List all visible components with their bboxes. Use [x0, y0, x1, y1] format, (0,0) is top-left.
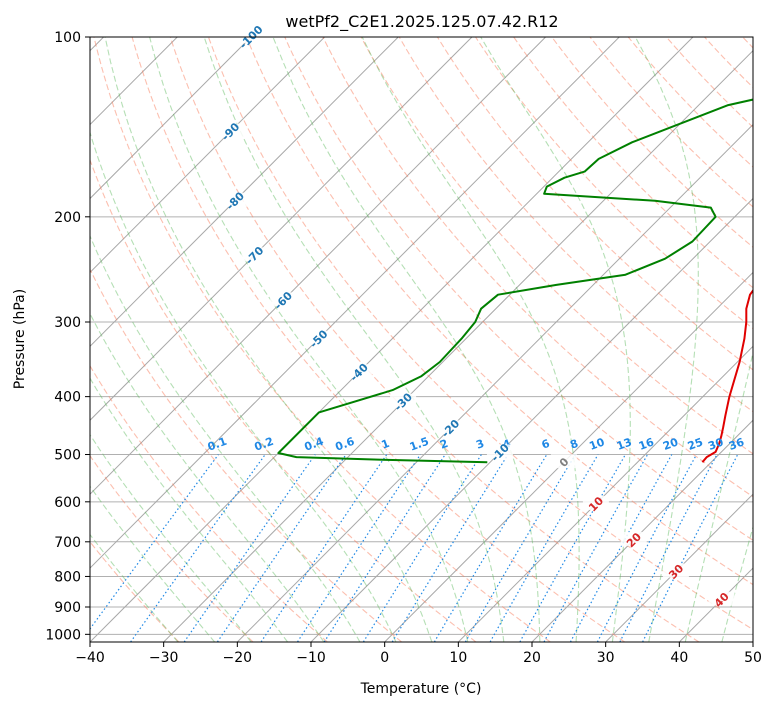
- y-tick-label: 300: [54, 315, 81, 331]
- y-tick-label: 400: [54, 390, 81, 406]
- x-tick-label: 30: [597, 650, 615, 666]
- y-tick-label: 600: [54, 495, 81, 511]
- y-tick-label: 900: [54, 600, 81, 616]
- y-tick-label: 700: [54, 535, 81, 551]
- y-tick-label: 1000: [45, 627, 81, 643]
- x-tick-label: −40: [75, 650, 105, 666]
- y-axis-label: Pressure (hPa): [12, 289, 28, 389]
- x-tick-label: 10: [449, 650, 467, 666]
- y-tick-label: 100: [54, 30, 81, 46]
- x-axis-label: Temperature (°C): [360, 681, 482, 697]
- chart-title: wetPf2_C2E1.2025.125.07.42.R12: [285, 12, 558, 32]
- y-tick-label: 800: [54, 569, 81, 585]
- x-tick-label: −10: [296, 650, 326, 666]
- y-tick-label: 500: [54, 448, 81, 464]
- x-tick-label: 20: [523, 650, 541, 666]
- x-tick-label: −20: [223, 650, 253, 666]
- x-tick-label: 40: [670, 650, 688, 666]
- x-tick-label: 0: [380, 650, 389, 666]
- y-tick-label: 200: [54, 210, 81, 226]
- x-tick-label: 50: [744, 650, 762, 666]
- x-tick-label: −30: [149, 650, 179, 666]
